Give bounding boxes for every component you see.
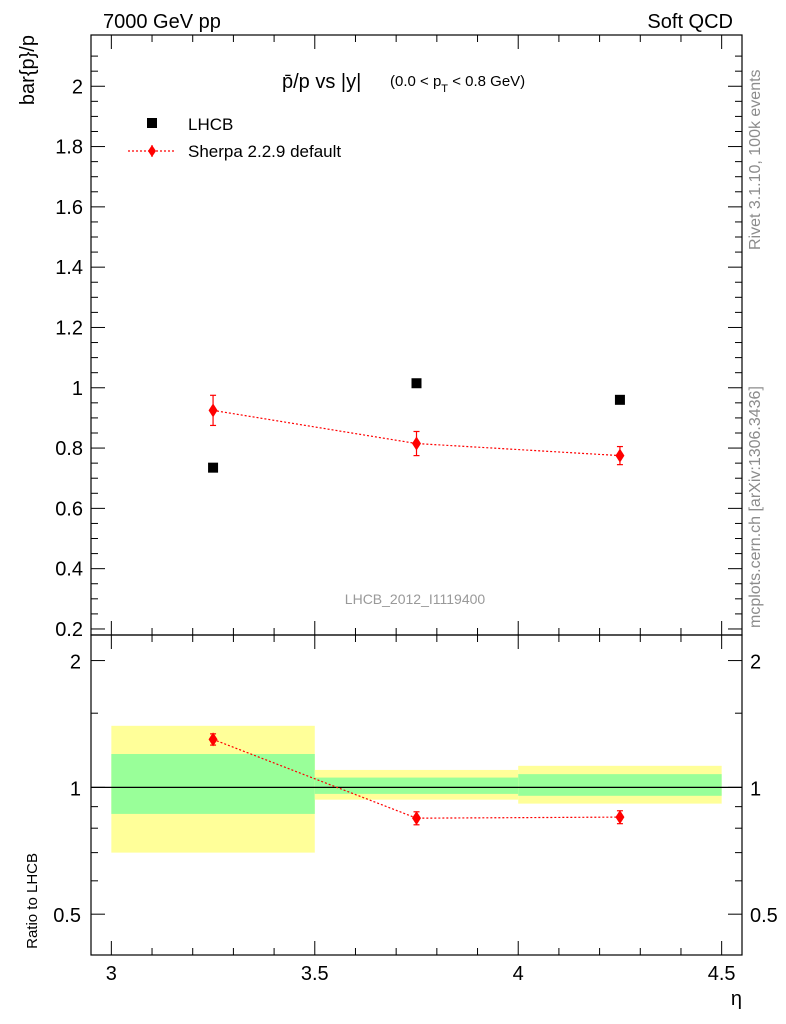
plot-title: p̄/p vs |y| (0.0 < pT < 0.8 GeV)	[282, 71, 525, 95]
ratio-plot-frame	[90, 634, 743, 956]
sherpa-series-line	[212, 409, 620, 457]
main-y-tick-label: 1.2	[55, 317, 83, 339]
plot-title-main: p̄/p vs |y|	[282, 71, 361, 93]
main-y-tick-label: 0.2	[55, 619, 83, 641]
sherpa-ratio-point	[412, 811, 421, 826]
sherpa-ratio-series-line	[212, 738, 620, 819]
legend-label-sherpa: Sherpa 2.2.9 default	[188, 142, 341, 161]
legend-marker-lhcb	[147, 118, 157, 128]
plot-title-cut: (0.0 < p	[390, 73, 441, 90]
main-y-tick-label: 0.6	[55, 498, 83, 520]
plot-title-cut-sub: T	[441, 83, 448, 95]
header-left: 7000 GeV pp	[103, 11, 221, 33]
ratio-y-tick-label-right: 0.5	[750, 905, 778, 927]
rivet-label: Rivet 3.1.10, 100k events	[747, 69, 764, 250]
x-tick-label: 3.5	[301, 963, 329, 985]
lhcb-data-point	[614, 394, 625, 405]
main-y-tick-label: 2	[72, 76, 83, 98]
x-tick-label: 4	[513, 963, 524, 985]
ratio-band-green	[314, 777, 519, 794]
mcplots-label: mcplots.cern.ch [arXiv:1306.3436]	[747, 386, 764, 628]
sherpa-ratio-point	[208, 732, 218, 747]
svg-text:p̄/p vs |y|: p̄/p vs |y|	[282, 71, 361, 93]
ratio-y-tick-label-left: 1	[70, 778, 81, 800]
sherpa-point	[208, 403, 218, 418]
x-tick-label: 4.5	[708, 963, 736, 985]
ratio-band-green	[111, 754, 315, 814]
main-y-axis-label: bar{p}/p	[17, 35, 39, 105]
ratio-band-green	[518, 774, 722, 796]
lhcb-data-point	[411, 378, 422, 389]
x-tick-label: 3	[106, 963, 117, 985]
ratio-y-tick-label-left: 0.5	[53, 905, 81, 927]
main-y-tick-label: 0.8	[55, 438, 83, 460]
watermark-label: LHCB_2012_I1119400	[345, 591, 486, 607]
x-axis-label: η	[731, 988, 742, 1010]
main-y-tick-label: 0.4	[55, 559, 83, 581]
sherpa-point	[412, 436, 421, 451]
legend: LHCB Sherpa 2.2.9 default	[128, 115, 341, 161]
ratio-y-tick-label-left: 2	[70, 652, 81, 674]
main-y-tick-label: 1.8	[55, 137, 83, 159]
legend-marker-sherpa	[148, 145, 156, 157]
ratio-y-tick-label-right: 2	[750, 652, 761, 674]
main-plot-panel: LHCB_2012_I1119400 0.2 0.4 0.6 0.8 1 1.2 1.4 1.…	[55, 34, 743, 641]
legend-label-lhcb: LHCB	[188, 115, 233, 134]
lhcb-data-point	[208, 462, 219, 473]
main-y-tick-label: 1.6	[55, 197, 83, 219]
svg-text:(0.0 < pT < 0.8 GeV): (0.0 < pT < 0.8 GeV)	[390, 73, 525, 95]
sherpa-ratio-point	[615, 810, 625, 825]
main-y-tick-label: 1.4	[55, 257, 83, 279]
sherpa-point	[615, 448, 625, 463]
ratio-y-tick-label-right: 1	[750, 778, 761, 800]
plot-title-cut-end: < 0.8 GeV)	[448, 73, 525, 90]
ratio-plot-panel: 0.5 0.5 1 1 2 2 3 3.5 4 4.5	[53, 634, 778, 985]
header-right: Soft QCD	[647, 11, 733, 33]
main-y-tick-label: 1	[72, 378, 83, 400]
ratio-y-axis-label: Ratio to LHCB	[24, 853, 41, 949]
